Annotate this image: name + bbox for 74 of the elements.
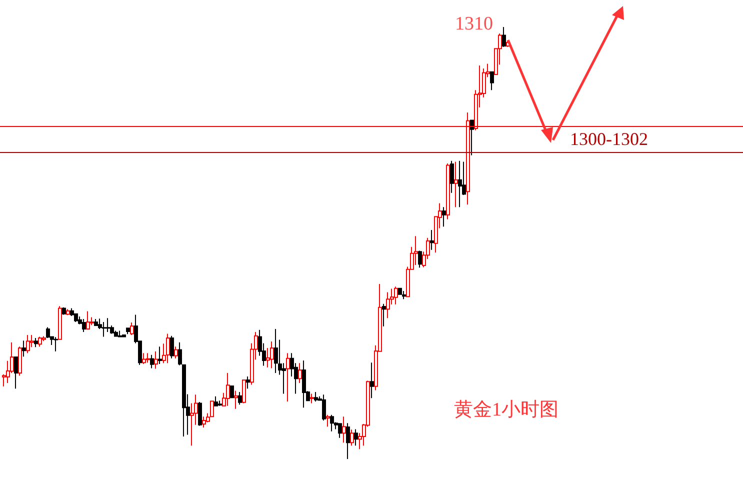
candlestick [502,26,506,48]
candlestick [170,335,174,359]
candlestick [246,376,250,390]
candlestick [418,250,422,268]
candlestick [314,392,318,402]
candlestick [62,306,66,316]
candlestick [118,330,122,338]
candlestick [298,362,302,384]
candlestick [34,338,38,348]
candlestick [178,342,182,366]
candlestick [490,71,494,91]
candlestick [106,318,110,332]
candlestick [166,333,170,364]
candlestick [346,422,350,460]
candlestick [198,401,202,426]
candlestick [274,328,278,374]
candlestick [18,346,22,376]
candlestick [142,352,146,364]
candlestick [342,416,346,444]
candlestick [94,318,98,326]
candlestick [202,416,206,428]
candlestick [458,160,462,208]
candlestick [398,288,402,295]
candlestick [386,292,390,319]
candlestick [218,400,222,406]
candlestick [414,236,418,266]
candlestick [82,318,86,332]
candlestick [234,390,238,410]
candlestick [402,290,406,300]
candlestick [350,429,354,446]
candlestick [382,303,386,327]
candlestick [310,393,314,404]
candlestick [442,206,446,228]
candlestick [182,364,186,438]
candlestick [286,352,290,402]
candlestick [158,346,162,364]
candlestick [174,346,178,359]
candlestick [242,379,246,404]
candlestick [454,161,458,208]
candlestick [326,414,330,428]
text: 1300-1302 [570,129,648,149]
candlestick [446,163,450,220]
candlestick [22,340,26,358]
candlestick [430,230,434,250]
candlestick [126,328,130,335]
annotation: 黄金1小时图 [454,400,558,420]
candlestick [354,428,358,446]
candlestick [150,354,154,369]
candlestick [58,306,62,340]
candlestick [470,120,474,156]
candlestick [154,350,158,370]
candlestick [394,286,398,305]
candlestick [146,352,150,364]
candlestick [338,422,342,438]
candlestick [302,360,306,408]
candlestick [38,336,42,348]
candlestick [226,372,230,406]
candlestick [26,334,30,354]
candlestick [66,308,70,316]
candlestick [238,392,242,406]
candlestick [102,322,106,338]
candlestick [214,396,218,407]
annotation: 1310 [455,14,493,34]
candlestick [122,334,126,338]
candlestick [54,336,58,352]
candlestick [322,394,326,422]
candlestick [450,160,454,194]
candlestick [86,310,90,330]
candlestick [270,340,274,369]
candlestick [330,414,334,432]
candlestick [370,362,374,399]
candlestick [230,385,234,399]
candlestick [14,356,18,390]
candlestick [130,322,134,336]
